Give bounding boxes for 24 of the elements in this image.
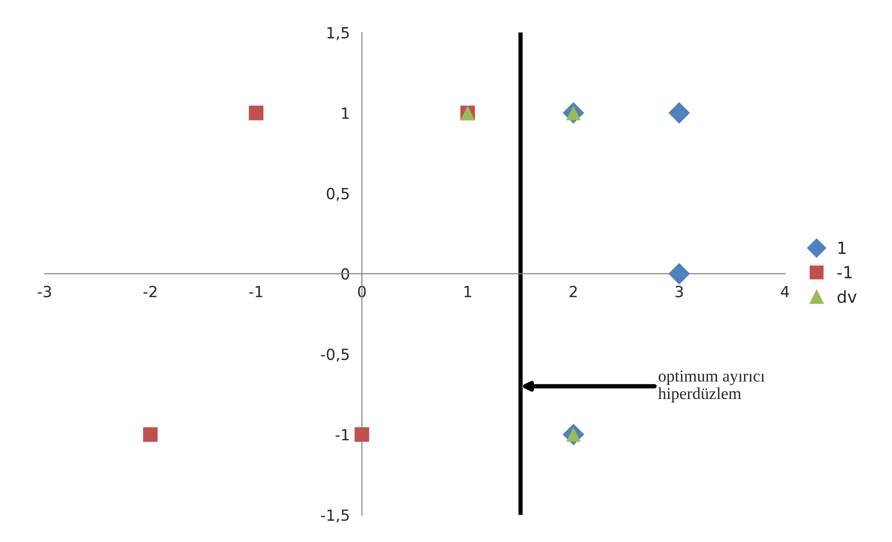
legend-label: -1: [837, 266, 852, 278]
point: [143, 427, 158, 442]
y-tick-label: 0: [341, 268, 350, 280]
y-tick-label: 1,5: [327, 27, 349, 40]
x-tick-label: 1: [464, 286, 472, 298]
x-tick-label: -2: [143, 286, 156, 298]
y-tick-label: -0,5: [321, 348, 349, 362]
y-tick-label: 0,5: [326, 188, 349, 201]
point: [354, 427, 370, 442]
point: [668, 102, 690, 124]
point: [668, 262, 690, 284]
annotation: optimum ayırıcı hiperdüzlem: [658, 370, 765, 403]
x-tick-label: -1: [249, 286, 262, 298]
x-tick-label: 3: [676, 286, 683, 298]
legend-label: dv: [838, 290, 857, 304]
y-tick-label: 1: [342, 108, 349, 119]
point: [248, 106, 264, 120]
y-tick-label: -1,5: [321, 510, 349, 522]
x-tick-label: 2: [570, 286, 577, 298]
x-tick-label: -3: [38, 286, 51, 298]
x-tick-label: 4: [780, 286, 789, 298]
y-tick-label: -1: [336, 429, 349, 440]
x-tick-label: 0: [358, 286, 366, 298]
legend-label: 1: [838, 242, 846, 254]
